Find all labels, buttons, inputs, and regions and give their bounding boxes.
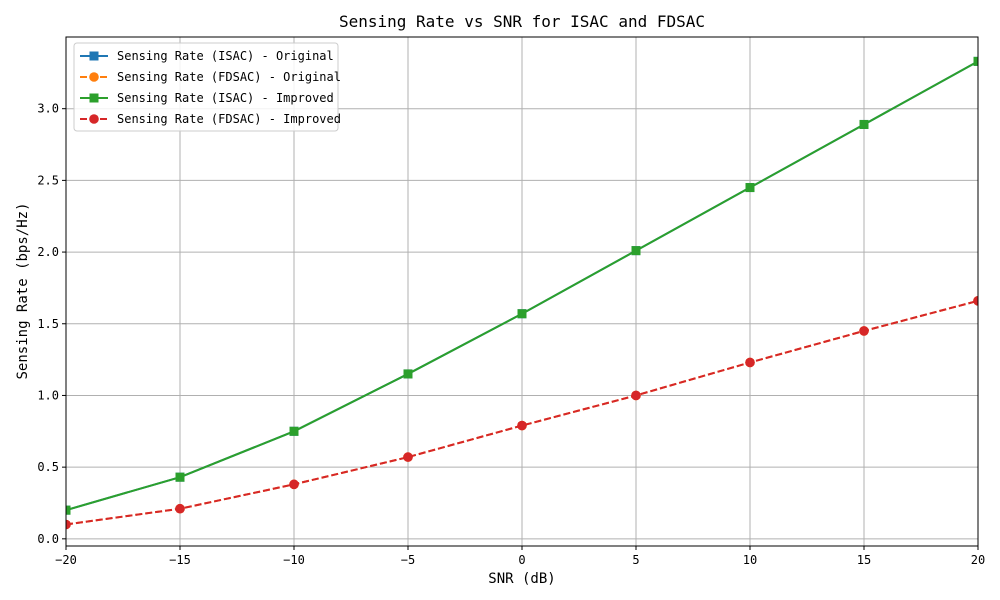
legend: Sensing Rate (ISAC) - Original Sensing Ra…	[73, 42, 341, 132]
x-tick-label: 0	[518, 553, 525, 567]
legend-marker	[89, 51, 99, 61]
legend-marker	[89, 72, 99, 82]
series-point	[745, 183, 755, 193]
x-tick-label: −20	[55, 553, 77, 567]
x-tick-label: −15	[169, 553, 191, 567]
legend-entry: Sensing Rate (ISAC) - Improved	[80, 91, 334, 105]
x-tick-label: −5	[401, 553, 415, 567]
series-point	[973, 56, 978, 66]
series-point	[289, 479, 299, 490]
series-point	[517, 309, 527, 319]
legend-marker	[89, 114, 99, 124]
legend-entry: Sensing Rate (ISAC) - Original	[80, 49, 334, 63]
x-tick-label: 15	[857, 553, 871, 567]
x-tick-label: 20	[971, 553, 985, 567]
series-point	[175, 472, 185, 482]
series-layer	[66, 56, 978, 530]
series-point	[403, 369, 413, 379]
legend-entry: Sensing Rate (FDSAC) - Original	[80, 70, 341, 84]
x-tick-label: 10	[743, 553, 757, 567]
series-3	[66, 56, 978, 515]
series-point	[859, 326, 869, 336]
series-point	[289, 426, 299, 436]
legend-label: Sensing Rate (ISAC) - Original	[117, 49, 334, 63]
chart-title: Sensing Rate vs SNR for ISAC and FDSAC	[339, 12, 705, 31]
y-tick-label: 0.0	[37, 532, 59, 546]
series-point	[973, 296, 978, 306]
series-point	[517, 420, 527, 431]
series-point	[859, 119, 869, 129]
y-tick-label: 2.0	[37, 245, 59, 259]
y-tick-label: 3.0	[37, 102, 59, 116]
series-point	[403, 452, 413, 462]
y-tick-label: 0.5	[37, 460, 59, 474]
x-axis-title: SNR (dB)	[488, 571, 555, 587]
legend-label: Sensing Rate (FDSAC) - Improved	[117, 112, 341, 126]
series-point	[631, 390, 641, 401]
series-point	[66, 505, 71, 515]
legend-entry: Sensing Rate (FDSAC) - Improved	[80, 112, 341, 126]
series-line	[66, 299, 978, 526]
y-tick-label: 2.5	[37, 173, 59, 187]
y-tick-label: 1.5	[37, 317, 59, 331]
x-tick-label: 5	[632, 553, 639, 567]
x-tick-label: −10	[283, 553, 305, 567]
grid	[65, 37, 979, 546]
legend-label: Sensing Rate (ISAC) - Improved	[117, 91, 334, 105]
series-4	[66, 296, 978, 530]
series-point	[631, 246, 641, 256]
series-point	[745, 357, 755, 368]
legend-label: Sensing Rate (FDSAC) - Original	[117, 70, 341, 84]
y-axis-title: Sensing Rate (bps/Hz)	[15, 202, 31, 379]
series-point	[66, 519, 71, 530]
legend-box	[73, 42, 339, 132]
ticks: −20 −15 −10 −5 0 5 10 15 20 0.0 0.5 1.0 1.5 2.0 2.5 3.0	[37, 102, 985, 567]
y-tick-label: 1.0	[37, 388, 59, 402]
series-point	[175, 503, 185, 514]
legend-marker	[89, 93, 99, 103]
